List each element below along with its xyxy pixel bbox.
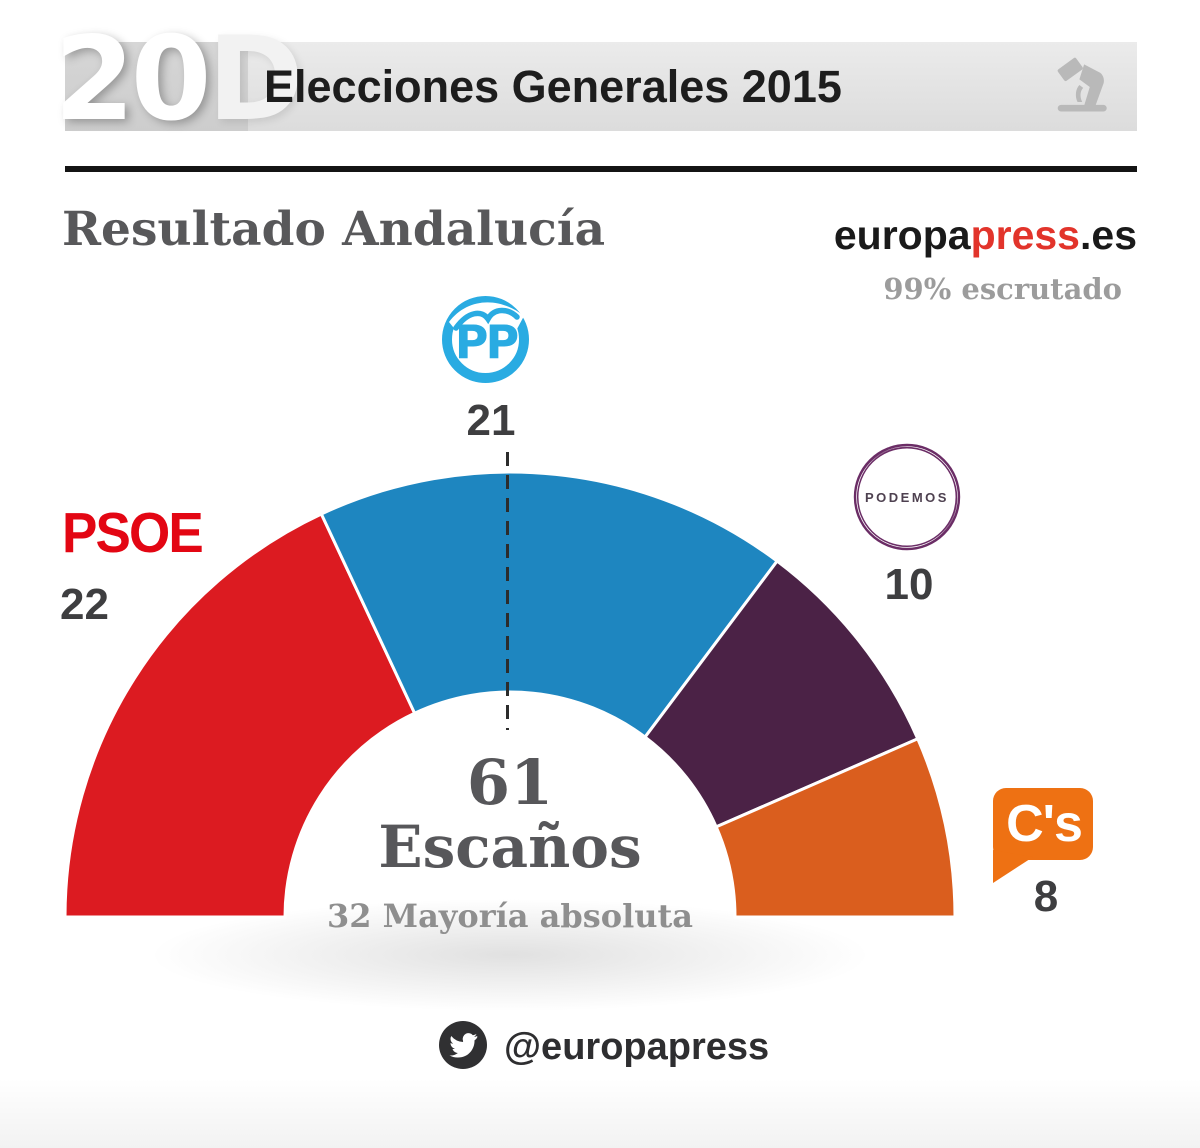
europapress-logo: europapress.es <box>834 212 1137 259</box>
ciudadanos-logo-icon: C's <box>993 788 1093 883</box>
pp-seats: 21 <box>466 396 516 445</box>
twitter-bird-icon <box>449 1033 478 1058</box>
twitter-icon <box>439 1021 487 1069</box>
pp-logo-icon: PP <box>442 296 529 383</box>
scrutiny-status: 99% escrutado <box>883 272 1122 306</box>
bottom-gradient <box>0 1078 1200 1148</box>
date-badge-20d: 20D <box>54 22 304 138</box>
ciudadanos-seats: 8 <box>1033 872 1059 921</box>
section-title: Resultado Andalucía <box>62 202 606 257</box>
arc-segment-cs <box>714 736 957 919</box>
site-part-press: press <box>970 212 1080 258</box>
header-divider-rule <box>65 166 1137 172</box>
header-badge-block <box>65 42 248 131</box>
badge-d: D <box>207 12 303 147</box>
cs-logo-letters: C's <box>1006 795 1082 853</box>
podemos-logo-icon: PODEMOS <box>853 443 961 551</box>
arc-segment-pp <box>319 470 780 740</box>
twitter-handle: @europapress <box>504 1026 770 1068</box>
podemos-seats: 10 <box>884 560 934 609</box>
absolute-majority-label: 32 Mayoría absoluta <box>326 897 694 935</box>
psoe-label: PSOE <box>62 501 204 565</box>
podemos-logo-letters: PODEMOS <box>865 490 949 505</box>
badge-20: 20 <box>54 12 211 147</box>
pp-logo-letters: PP <box>455 315 518 369</box>
site-part-es: .es <box>1080 212 1137 258</box>
site-part-europa: europa <box>833 212 971 258</box>
seat-arc-segments <box>63 470 957 919</box>
psoe-seats: 22 <box>60 580 109 629</box>
ballot-box-icon <box>1057 57 1107 112</box>
page-title: Elecciones Generales 2015 <box>264 60 842 112</box>
total-seats-value: 61 <box>466 746 554 819</box>
chart-center-labels: 61 Escaños 32 Mayoría absoluta <box>210 746 810 935</box>
total-seats-label: Escaños <box>378 813 642 881</box>
arc-segment-psoe <box>63 511 417 919</box>
